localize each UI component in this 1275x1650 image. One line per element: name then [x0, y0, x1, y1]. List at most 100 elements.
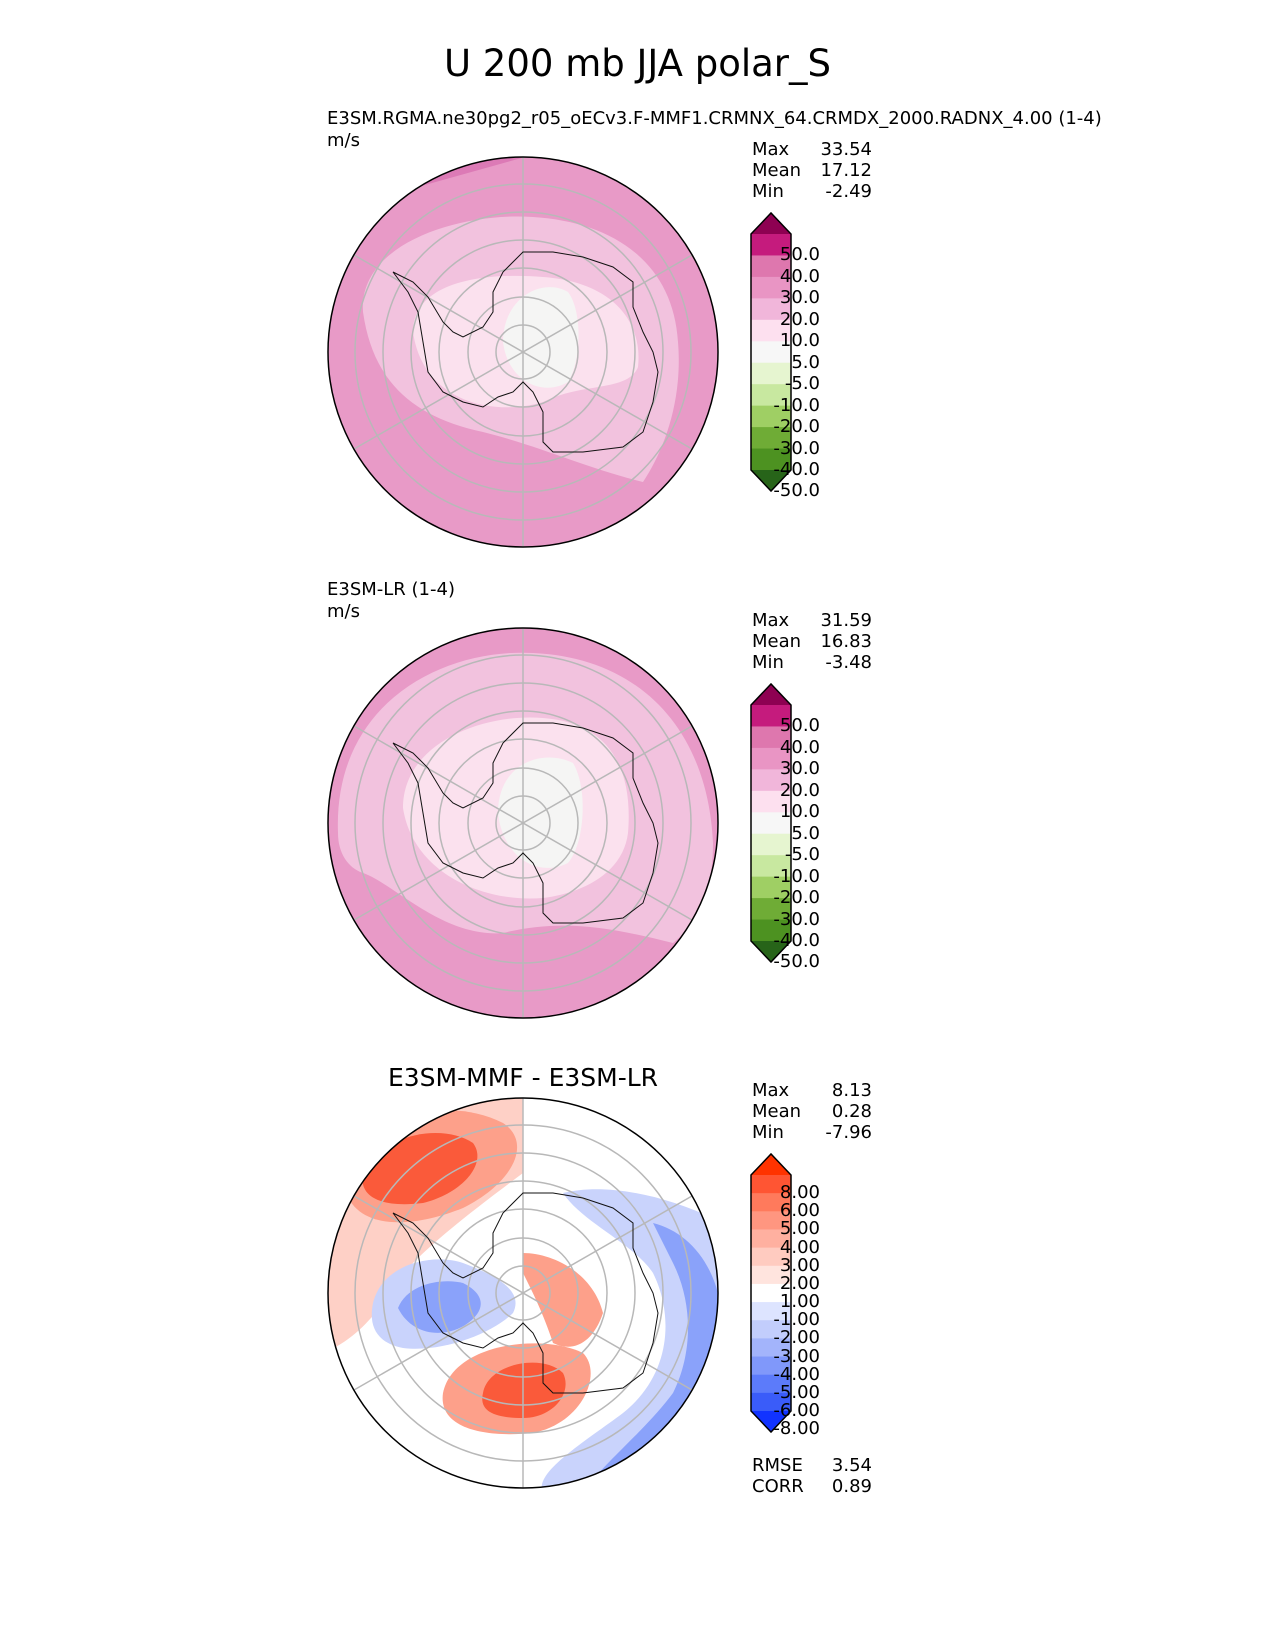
colorbar2-cell	[751, 833, 791, 856]
panel2-map-border	[327, 627, 719, 1019]
panel1-title: E3SM.RGMA.ne30pg2_r05_oECv3.F-MMF1.CRMNX…	[327, 108, 1102, 129]
colorbar3-cell	[751, 1211, 791, 1230]
panel1-colorbar-outline	[750, 211, 792, 493]
colorbar2-tick-label: 20.0	[779, 779, 820, 801]
colorbar3-tick-label: 8.00	[779, 1182, 820, 1204]
panel2-max-label: Max	[752, 610, 790, 631]
colorbar2-tick-label: -50.0	[773, 951, 820, 973]
colorbar3-tick-label: 6.00	[779, 1200, 820, 1222]
colorbar2-cell	[751, 747, 791, 770]
panel2-min-label: Min	[752, 652, 784, 673]
colorbar2-tick-label: 50.0	[779, 715, 820, 737]
colorbar3-tick-label: -3.00	[773, 1345, 820, 1367]
panel3-region-pos6b	[482, 1362, 566, 1418]
colorbar3-tick-label: 5.00	[779, 1218, 820, 1240]
panel1-map-border	[327, 156, 719, 548]
panel2-map	[327, 627, 719, 1019]
colorbar3-tick-label: -6.00	[773, 1400, 820, 1421]
colorbar3-cell	[751, 1283, 791, 1303]
colorbar1-tick-label: 50.0	[779, 244, 820, 266]
colorbar3-cell	[751, 1338, 791, 1358]
colorbar3-tick-label: -1.00	[773, 1309, 820, 1331]
colorbar2-cell	[751, 941, 791, 962]
panel3-region-pos3c	[523, 1253, 603, 1347]
panel2-title: E3SM-LR (1-4)	[327, 579, 455, 600]
panel3-max-label: Max	[752, 1080, 790, 1101]
colorbar2-tick-label: -20.0	[773, 887, 820, 909]
panel1-max-value: 33.54	[820, 139, 872, 160]
colorbar3-tick-label: -4.00	[773, 1363, 820, 1385]
colorbar1-cell	[751, 319, 791, 342]
panel3-corr-value: 0.89	[831, 1476, 872, 1497]
colorbar1-tick-label: -30.0	[773, 437, 820, 459]
colorbar1-tick-label: 10.0	[779, 330, 820, 352]
colorbar1-tick-label: -40.0	[773, 459, 820, 480]
panel1-min-label: Min	[752, 181, 784, 202]
colorbar3-cell	[751, 1193, 791, 1212]
panel3-min-label: Min	[752, 1122, 784, 1143]
colorbar1-cell	[751, 427, 791, 450]
panel1-coastline	[392, 251, 659, 453]
colorbar1-cell	[751, 362, 791, 385]
colorbar2-cell	[751, 684, 791, 705]
colorbar3-tick-label: -5.00	[773, 1381, 820, 1403]
panel1-map	[327, 156, 719, 548]
panel2-max-value: 31.59	[820, 610, 872, 631]
figure-title: U 200 mb JJA polar_S	[443, 42, 832, 85]
colorbar3-tick-label: 2.00	[779, 1272, 820, 1294]
colorbar2-tick-label: -5.0	[784, 844, 820, 866]
colorbar1-cell	[751, 255, 791, 278]
colorbar3-cell	[751, 1356, 791, 1376]
colorbar1-tick-label: 5.0	[791, 351, 820, 373]
colorbar2-tick-label: 40.0	[779, 736, 820, 758]
colorbar2-tick-label: 5.0	[791, 822, 820, 844]
colorbar1-cell	[751, 234, 791, 256]
panel1-colorbar	[750, 211, 792, 493]
panel3-colorbar	[750, 1152, 792, 1434]
colorbar3-cell	[751, 1247, 791, 1267]
panel1-mean-label: Mean	[752, 160, 802, 181]
panel2-units: m/s	[327, 601, 360, 622]
panel3-min-value: -7.96	[825, 1122, 872, 1143]
panel3-rmse-label: RMSE	[752, 1455, 803, 1476]
colorbar1-tick-label: -10.0	[773, 394, 820, 416]
panel3-max-value: 8.13	[831, 1080, 872, 1101]
panel3-coastline	[392, 1192, 659, 1394]
colorbar3-cell	[751, 1411, 791, 1432]
panel1-region-0	[503, 287, 579, 388]
colorbar2-cell	[751, 705, 791, 727]
colorbar3-tick-label: -8.00	[773, 1418, 820, 1440]
colorbar2-tick-label: 30.0	[779, 758, 820, 780]
panel3-map-border	[327, 1097, 719, 1489]
colorbar3-cell	[751, 1175, 791, 1194]
panel3-mean-value: 0.28	[831, 1101, 872, 1122]
panel1-gridlines	[353, 157, 693, 547]
colorbar3-tick-label: 1.00	[779, 1291, 820, 1313]
colorbar1-tick-label: -20.0	[773, 416, 820, 438]
colorbar2-tick-label: 10.0	[779, 801, 820, 823]
panel2-min-value: -3.48	[825, 652, 872, 673]
colorbar2-tick-label: -30.0	[773, 908, 820, 930]
colorbar2-cell	[751, 790, 791, 813]
panel2-mean-label: Mean	[752, 631, 802, 652]
panel3-gridlines	[353, 1098, 693, 1488]
colorbar2-tick-label: -40.0	[773, 930, 820, 951]
colorbar1-cell	[751, 213, 791, 234]
panel2-colorbar-outline	[750, 682, 792, 964]
colorbar3-cell	[751, 1374, 791, 1394]
panel3-region-neg4	[398, 1281, 481, 1333]
colorbar1-cell	[751, 384, 791, 407]
panel3-rmse-value: 3.54	[831, 1455, 872, 1476]
colorbar3-tick-label: 3.00	[779, 1254, 820, 1276]
colorbar3-cell	[751, 1154, 791, 1175]
panel2-coastline	[392, 722, 659, 924]
panel3-corr-label: CORR	[752, 1476, 804, 1497]
colorbar1-tick-label: -50.0	[773, 480, 820, 502]
colorbar2-cell	[751, 876, 791, 899]
colorbar2-tick-label: -10.0	[773, 865, 820, 887]
panel2-colorbar	[750, 682, 792, 964]
colorbar2-cell	[751, 898, 791, 921]
panel3-title: E3SM-MMF - E3SM-LR	[387, 1063, 659, 1092]
colorbar1-cell	[751, 298, 791, 321]
colorbar1-cell	[751, 448, 791, 471]
